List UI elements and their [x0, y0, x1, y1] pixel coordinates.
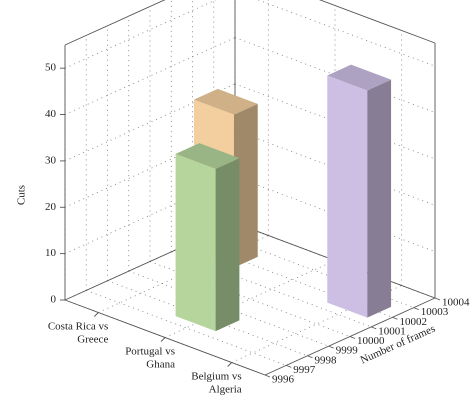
- y-tick-label: 30: [45, 154, 57, 166]
- grid-line: [128, 270, 329, 347]
- grid-line: [234, 176, 436, 253]
- grid-line: [164, 260, 336, 338]
- bar-front: [175, 153, 216, 332]
- x-tick-label: 9996: [272, 374, 295, 386]
- x-tick-label: 10002: [400, 316, 428, 328]
- x-tick-label: 9999: [336, 345, 359, 357]
- grid-line: [234, 129, 436, 206]
- category-label: Costa Rica vs Greece: [48, 320, 109, 345]
- x-tick-label: 10004: [442, 297, 470, 309]
- x-tick: [413, 307, 419, 311]
- x-tick-label: 9997: [293, 364, 316, 376]
- y-tick-label: 0: [51, 294, 57, 306]
- bar: [175, 143, 240, 332]
- y-tick-label: 10: [45, 247, 57, 259]
- x-tick: [371, 326, 377, 330]
- bar-side: [367, 79, 392, 318]
- y-axis-title: Cuts: [16, 185, 28, 205]
- x-tick: [434, 297, 441, 301]
- bar-side: [233, 103, 258, 268]
- bar-front: [327, 75, 368, 318]
- grid-line: [107, 280, 308, 357]
- x-tick: [349, 336, 356, 339]
- x-tick-label: 10001: [378, 325, 406, 337]
- bar-top: [327, 64, 392, 91]
- category-tick: [160, 337, 166, 342]
- y-tick-label: 40: [45, 108, 57, 120]
- bar-top: [175, 143, 240, 169]
- axis-edge: [64, 0, 166, 46]
- grid-line: [64, 37, 236, 115]
- grid-line: [234, 83, 436, 160]
- bar: [327, 64, 392, 318]
- axis-edge: [319, 0, 436, 44]
- bar-side: [215, 158, 240, 332]
- x-tick: [392, 316, 398, 320]
- grid-line: [64, 0, 217, 69]
- x-tick: [328, 345, 334, 349]
- x-tick-label: 10000: [357, 335, 385, 347]
- y-tick-label: 50: [45, 62, 57, 74]
- grid-line: [257, 0, 436, 67]
- x-tick: [307, 355, 313, 359]
- x-tick: [264, 374, 271, 378]
- category-label: Belgium vs Algeria: [191, 370, 242, 395]
- x-tick-label: 9998: [315, 354, 338, 366]
- category-tick: [94, 312, 99, 317]
- x-tick: [286, 364, 292, 368]
- x-tick-label: 10003: [421, 306, 449, 318]
- y-tick-label: 20: [45, 201, 57, 213]
- bar-top: [193, 88, 258, 115]
- category-tick: [227, 362, 232, 367]
- category-label: Portugal vs Ghana: [125, 345, 175, 370]
- grid-line: [86, 290, 287, 366]
